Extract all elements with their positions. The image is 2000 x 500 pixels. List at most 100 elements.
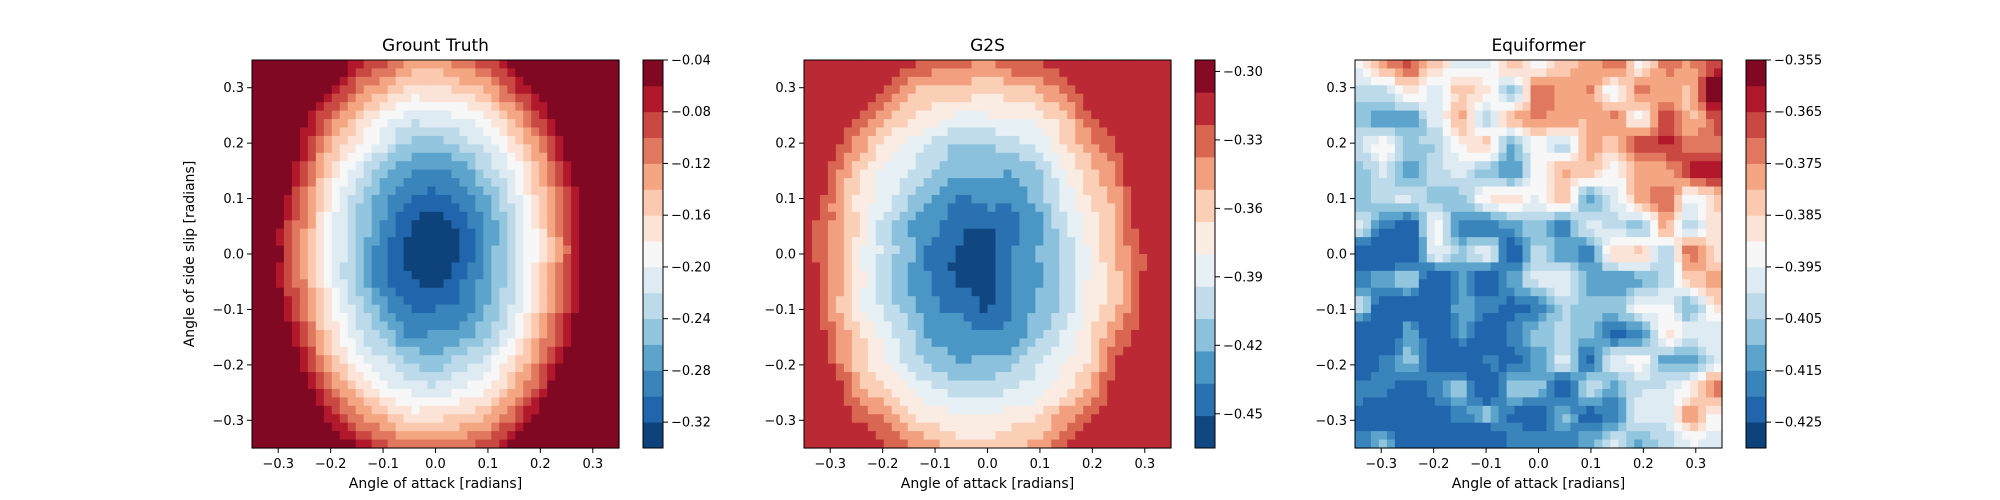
heatmap-cell bbox=[1083, 237, 1092, 247]
heatmap-cell bbox=[339, 439, 349, 449]
heatmap-cell bbox=[1123, 220, 1132, 230]
heatmap-cell bbox=[331, 203, 341, 213]
heatmap-cell bbox=[371, 355, 381, 365]
heatmap-cell bbox=[899, 245, 909, 255]
heatmap-cell bbox=[811, 194, 821, 204]
heatmap-cell bbox=[923, 76, 933, 86]
heatmap-cell bbox=[419, 422, 429, 432]
heatmap-cell bbox=[1003, 169, 1013, 179]
heatmap-cell bbox=[339, 60, 349, 70]
heatmap-cell bbox=[403, 363, 413, 373]
heatmap-cell bbox=[1131, 135, 1140, 145]
heatmap-cell bbox=[1474, 102, 1484, 112]
heatmap-cell bbox=[963, 245, 973, 255]
heatmap-cell bbox=[923, 211, 933, 221]
heatmap-cell bbox=[1562, 93, 1572, 103]
heatmap-cell bbox=[1059, 119, 1068, 129]
heatmap-cell bbox=[363, 93, 373, 103]
heatmap-cell bbox=[987, 287, 997, 297]
heatmap-cell bbox=[395, 254, 405, 264]
heatmap-cell bbox=[1107, 279, 1116, 289]
heatmap-cell bbox=[443, 144, 453, 154]
heatmap-cell bbox=[1043, 338, 1052, 348]
heatmap-cell bbox=[443, 405, 453, 415]
heatmap-cell bbox=[827, 254, 837, 264]
heatmap-cell bbox=[459, 388, 469, 398]
heatmap-cell bbox=[435, 262, 445, 272]
heatmap-cell bbox=[267, 161, 277, 171]
heatmap-cell bbox=[867, 85, 877, 95]
heatmap-cell bbox=[835, 85, 845, 95]
colorbar-band bbox=[643, 137, 663, 164]
heatmap-cell bbox=[419, 397, 429, 407]
heatmap-cell bbox=[1530, 119, 1540, 129]
heatmap-cell bbox=[252, 397, 261, 407]
heatmap-cell bbox=[275, 245, 285, 255]
heatmap-cell bbox=[1155, 68, 1164, 78]
heatmap-cell bbox=[1075, 245, 1084, 255]
heatmap-cell bbox=[1538, 68, 1548, 78]
heatmap-cell bbox=[539, 296, 548, 306]
heatmap-cell bbox=[923, 186, 933, 196]
heatmap-cell bbox=[331, 313, 341, 323]
heatmap-cell bbox=[1139, 355, 1148, 365]
heatmap-cell bbox=[283, 254, 293, 264]
heatmap-cell bbox=[835, 135, 845, 145]
heatmap-cell bbox=[1490, 110, 1500, 120]
heatmap-cell bbox=[899, 228, 909, 238]
heatmap-cell bbox=[819, 287, 829, 297]
heatmap-cell bbox=[883, 178, 893, 188]
heatmap-cell bbox=[563, 68, 572, 78]
heatmap-cell bbox=[459, 321, 469, 331]
heatmap-cell bbox=[323, 60, 333, 70]
heatmap-cell bbox=[483, 220, 492, 230]
heatmap-cell bbox=[395, 211, 405, 221]
heatmap-cell bbox=[499, 338, 508, 348]
heatmap-cell bbox=[275, 287, 285, 297]
heatmap-cell bbox=[379, 60, 389, 70]
heatmap-cell bbox=[939, 355, 949, 365]
heatmap-cell bbox=[451, 245, 461, 255]
heatmap-cell bbox=[307, 220, 317, 230]
heatmap-cell bbox=[315, 228, 325, 238]
heatmap-cell bbox=[963, 178, 973, 188]
heatmap-cell bbox=[363, 203, 373, 213]
heatmap-cell bbox=[491, 270, 500, 280]
heatmap-cell bbox=[1155, 313, 1164, 323]
heatmap-cell bbox=[587, 152, 596, 162]
heatmap-cell bbox=[267, 135, 277, 145]
heatmap-cell bbox=[1355, 135, 1364, 145]
x-axis-label: Angle of attack [radians] bbox=[901, 476, 1074, 492]
heatmap-cell bbox=[1067, 405, 1076, 415]
heatmap-cell bbox=[403, 355, 413, 365]
heatmap-cell bbox=[875, 270, 885, 280]
heatmap-cell bbox=[363, 237, 373, 247]
heatmap-cell bbox=[1027, 211, 1036, 221]
heatmap-cell bbox=[459, 194, 469, 204]
heatmap-cell bbox=[1554, 85, 1564, 95]
heatmap-cell bbox=[259, 380, 269, 390]
heatmap-cell bbox=[379, 439, 389, 449]
heatmap-cell bbox=[411, 422, 421, 432]
heatmap-cell bbox=[267, 313, 277, 323]
heatmap-cell bbox=[1402, 119, 1412, 129]
heatmap-cell bbox=[1099, 60, 1108, 70]
heatmap-cell bbox=[1115, 203, 1124, 213]
heatmap-cell bbox=[1147, 254, 1156, 264]
heatmap-cell bbox=[355, 237, 365, 247]
heatmap-cell bbox=[1386, 76, 1396, 86]
heatmap-cell bbox=[955, 321, 965, 331]
heatmap-cell bbox=[371, 380, 381, 390]
heatmap-cell bbox=[1011, 262, 1021, 272]
heatmap-cell bbox=[1410, 102, 1420, 112]
heatmap-cell bbox=[411, 321, 421, 331]
heatmap-cell bbox=[379, 245, 389, 255]
heatmap-cell bbox=[971, 338, 981, 348]
heatmap-cell bbox=[459, 152, 469, 162]
heatmap-cell bbox=[1618, 76, 1627, 86]
heatmap-cell bbox=[1482, 60, 1492, 70]
heatmap-cell bbox=[939, 363, 949, 373]
heatmap-cell bbox=[843, 169, 853, 179]
heatmap-cell bbox=[851, 329, 861, 339]
heatmap-cell bbox=[595, 321, 604, 331]
